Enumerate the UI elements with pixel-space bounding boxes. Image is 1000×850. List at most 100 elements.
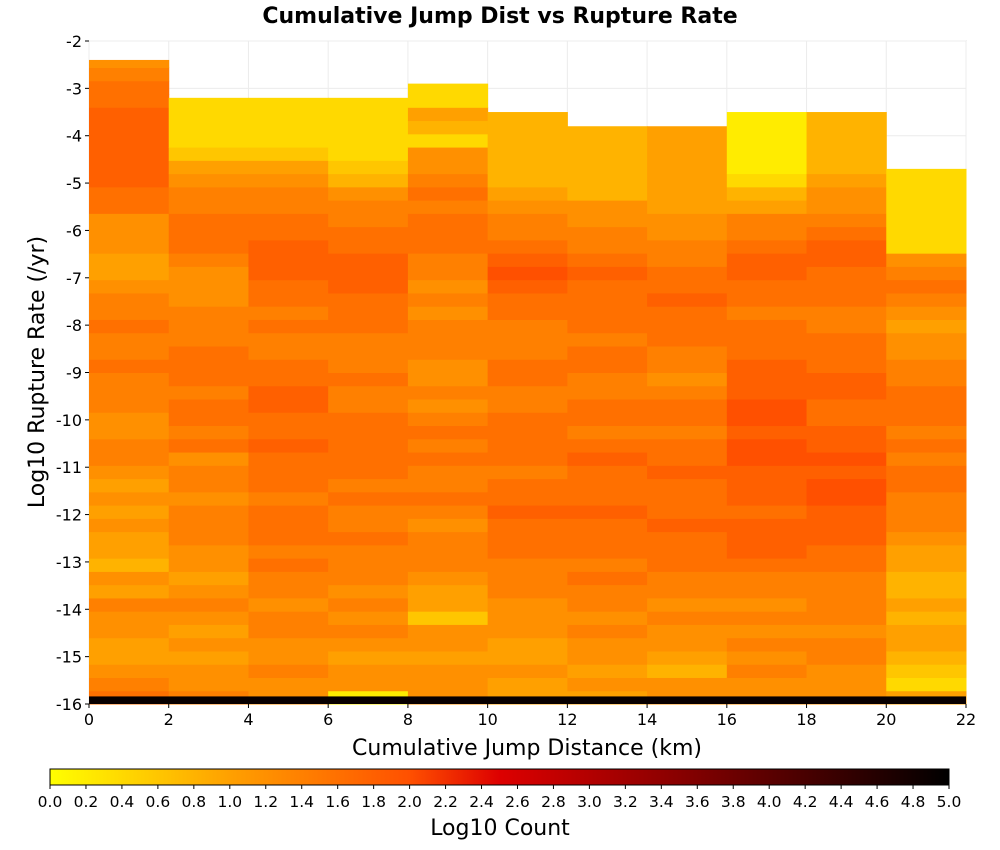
- heatmap-cell: [89, 531, 170, 546]
- heatmap-cell: [726, 597, 808, 612]
- x-tick-label: 2: [164, 710, 174, 729]
- heatmap-cell: [168, 677, 249, 692]
- heatmap-cell: [886, 505, 967, 519]
- heatmap-cell: [168, 306, 249, 320]
- heatmap-cell: [726, 438, 808, 453]
- heatmap-cell: [248, 239, 329, 254]
- heatmap-cell: [806, 558, 887, 572]
- heatmap-cell: [407, 359, 489, 373]
- heatmap-cell: [806, 200, 887, 214]
- heatmap-cell: [328, 677, 409, 692]
- heatmap-cell: [806, 677, 887, 692]
- heatmap-cell: [806, 465, 887, 480]
- heatmap-cell: [89, 332, 170, 347]
- heatmap-cell: [407, 133, 489, 148]
- heatmap-cell: [89, 147, 170, 161]
- heatmap-cell: [567, 425, 648, 440]
- heatmap-cell: [647, 478, 728, 493]
- heatmap-cell: [168, 505, 249, 519]
- heatmap-cell: [647, 584, 728, 599]
- x-tick-label: 20: [876, 710, 896, 729]
- heatmap-cell: [168, 332, 249, 347]
- heatmap-cell: [248, 147, 329, 161]
- heatmap-cell: [567, 478, 648, 493]
- heatmap-cell: [328, 345, 409, 360]
- heatmap-cell: [248, 491, 329, 506]
- heatmap-cell: [328, 399, 409, 413]
- heatmap-cell: [168, 173, 249, 188]
- heatmap-cell: [407, 385, 489, 400]
- x-tick-label: 4: [243, 710, 253, 729]
- heatmap-cell: [886, 292, 967, 307]
- heatmap-cell: [647, 213, 728, 228]
- heatmap-cell: [328, 186, 409, 201]
- heatmap-cell: [886, 518, 967, 533]
- heatmap-cell: [806, 279, 887, 294]
- heatmap-cell: [89, 558, 170, 572]
- heatmap-cell: [248, 425, 329, 440]
- heatmap-cell: [726, 677, 808, 692]
- heatmap-cell: [248, 359, 329, 373]
- heatmap-cell: [567, 664, 648, 678]
- heatmap-cell: [407, 319, 489, 334]
- heatmap-cell: [886, 452, 967, 466]
- heatmap-cell: [407, 253, 489, 267]
- heatmap-cell: [647, 345, 728, 360]
- heatmap-cell: [407, 147, 489, 161]
- heatmap-cell: [168, 97, 249, 148]
- heatmap-cell: [89, 253, 170, 267]
- heatmap-cell: [248, 332, 329, 347]
- heatmap-cell: [407, 518, 489, 533]
- heatmap-cell: [168, 531, 249, 546]
- heatmap-cell: [726, 359, 808, 373]
- heatmap-cell: [89, 438, 170, 453]
- chart-title: Cumulative Jump Dist vs Rupture Rate: [262, 4, 737, 29]
- heatmap-cell: [248, 279, 329, 294]
- heatmap-cell: [248, 253, 329, 267]
- heatmap-cell: [886, 253, 967, 267]
- heatmap-cell: [647, 266, 728, 281]
- heatmap-cell: [487, 478, 568, 493]
- heatmap-cell: [726, 531, 808, 546]
- heatmap-cell: [647, 518, 728, 533]
- heatmap-cell: [647, 292, 728, 307]
- heatmap-cell: [487, 650, 568, 665]
- heatmap-cell: [487, 438, 568, 453]
- heatmap-cell: [806, 253, 887, 267]
- heatmap-cell: [407, 399, 489, 413]
- heatmap-cell: [806, 664, 887, 678]
- y-tick-label: -5: [66, 174, 82, 193]
- heatmap-cell: [647, 399, 728, 413]
- heatmap-cell: [89, 359, 170, 373]
- heatmap-cell: [886, 650, 967, 665]
- heatmap-cell: [328, 531, 409, 546]
- heatmap-cell: [647, 452, 728, 466]
- heatmap-cell: [567, 226, 648, 241]
- heatmap-cell: [248, 571, 329, 586]
- heatmap-cell: [168, 279, 249, 294]
- heatmap-cell: [726, 465, 808, 480]
- heatmap-cell: [168, 345, 249, 360]
- heatmap-cell: [168, 399, 249, 413]
- heatmap-cell: [487, 611, 568, 625]
- heatmap-cell: [647, 279, 728, 294]
- heatmap-cell: [328, 253, 409, 267]
- heatmap-cell: [407, 491, 489, 506]
- heatmap-cell: [407, 597, 489, 612]
- heatmap-cell: [806, 186, 887, 201]
- heatmap-cell: [328, 478, 409, 493]
- heatmap-cell: [248, 97, 329, 148]
- colorbar-tick-label: 1.6: [325, 793, 350, 811]
- heatmap-cell: [248, 226, 329, 241]
- heatmap-cell: [407, 412, 489, 427]
- heatmap-cell: [726, 452, 808, 466]
- heatmap-cell: [328, 292, 409, 307]
- colorbar-tick-label: 2.8: [541, 793, 566, 811]
- x-tick-label: 14: [637, 710, 657, 729]
- heatmap-cell: [248, 452, 329, 466]
- heatmap-cell: [567, 126, 648, 188]
- y-tick-label: -15: [56, 648, 82, 667]
- heatmap-cell: [567, 531, 648, 546]
- heatmap-cell: [886, 399, 967, 413]
- heatmap-cell: [328, 372, 409, 387]
